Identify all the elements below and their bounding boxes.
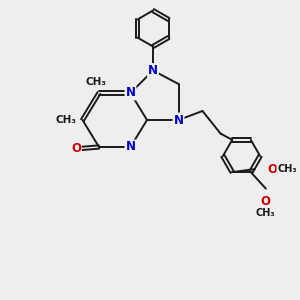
Text: CH₃: CH₃ [85, 76, 106, 87]
Text: O: O [261, 195, 271, 208]
Text: N: N [125, 86, 136, 100]
Text: N: N [173, 113, 184, 127]
Text: CH₃: CH₃ [56, 115, 76, 125]
Text: O: O [71, 142, 81, 155]
Text: O: O [267, 163, 277, 176]
Text: N: N [148, 64, 158, 77]
Text: N: N [125, 140, 136, 154]
Text: CH₃: CH₃ [277, 164, 297, 174]
Text: CH₃: CH₃ [256, 208, 276, 218]
